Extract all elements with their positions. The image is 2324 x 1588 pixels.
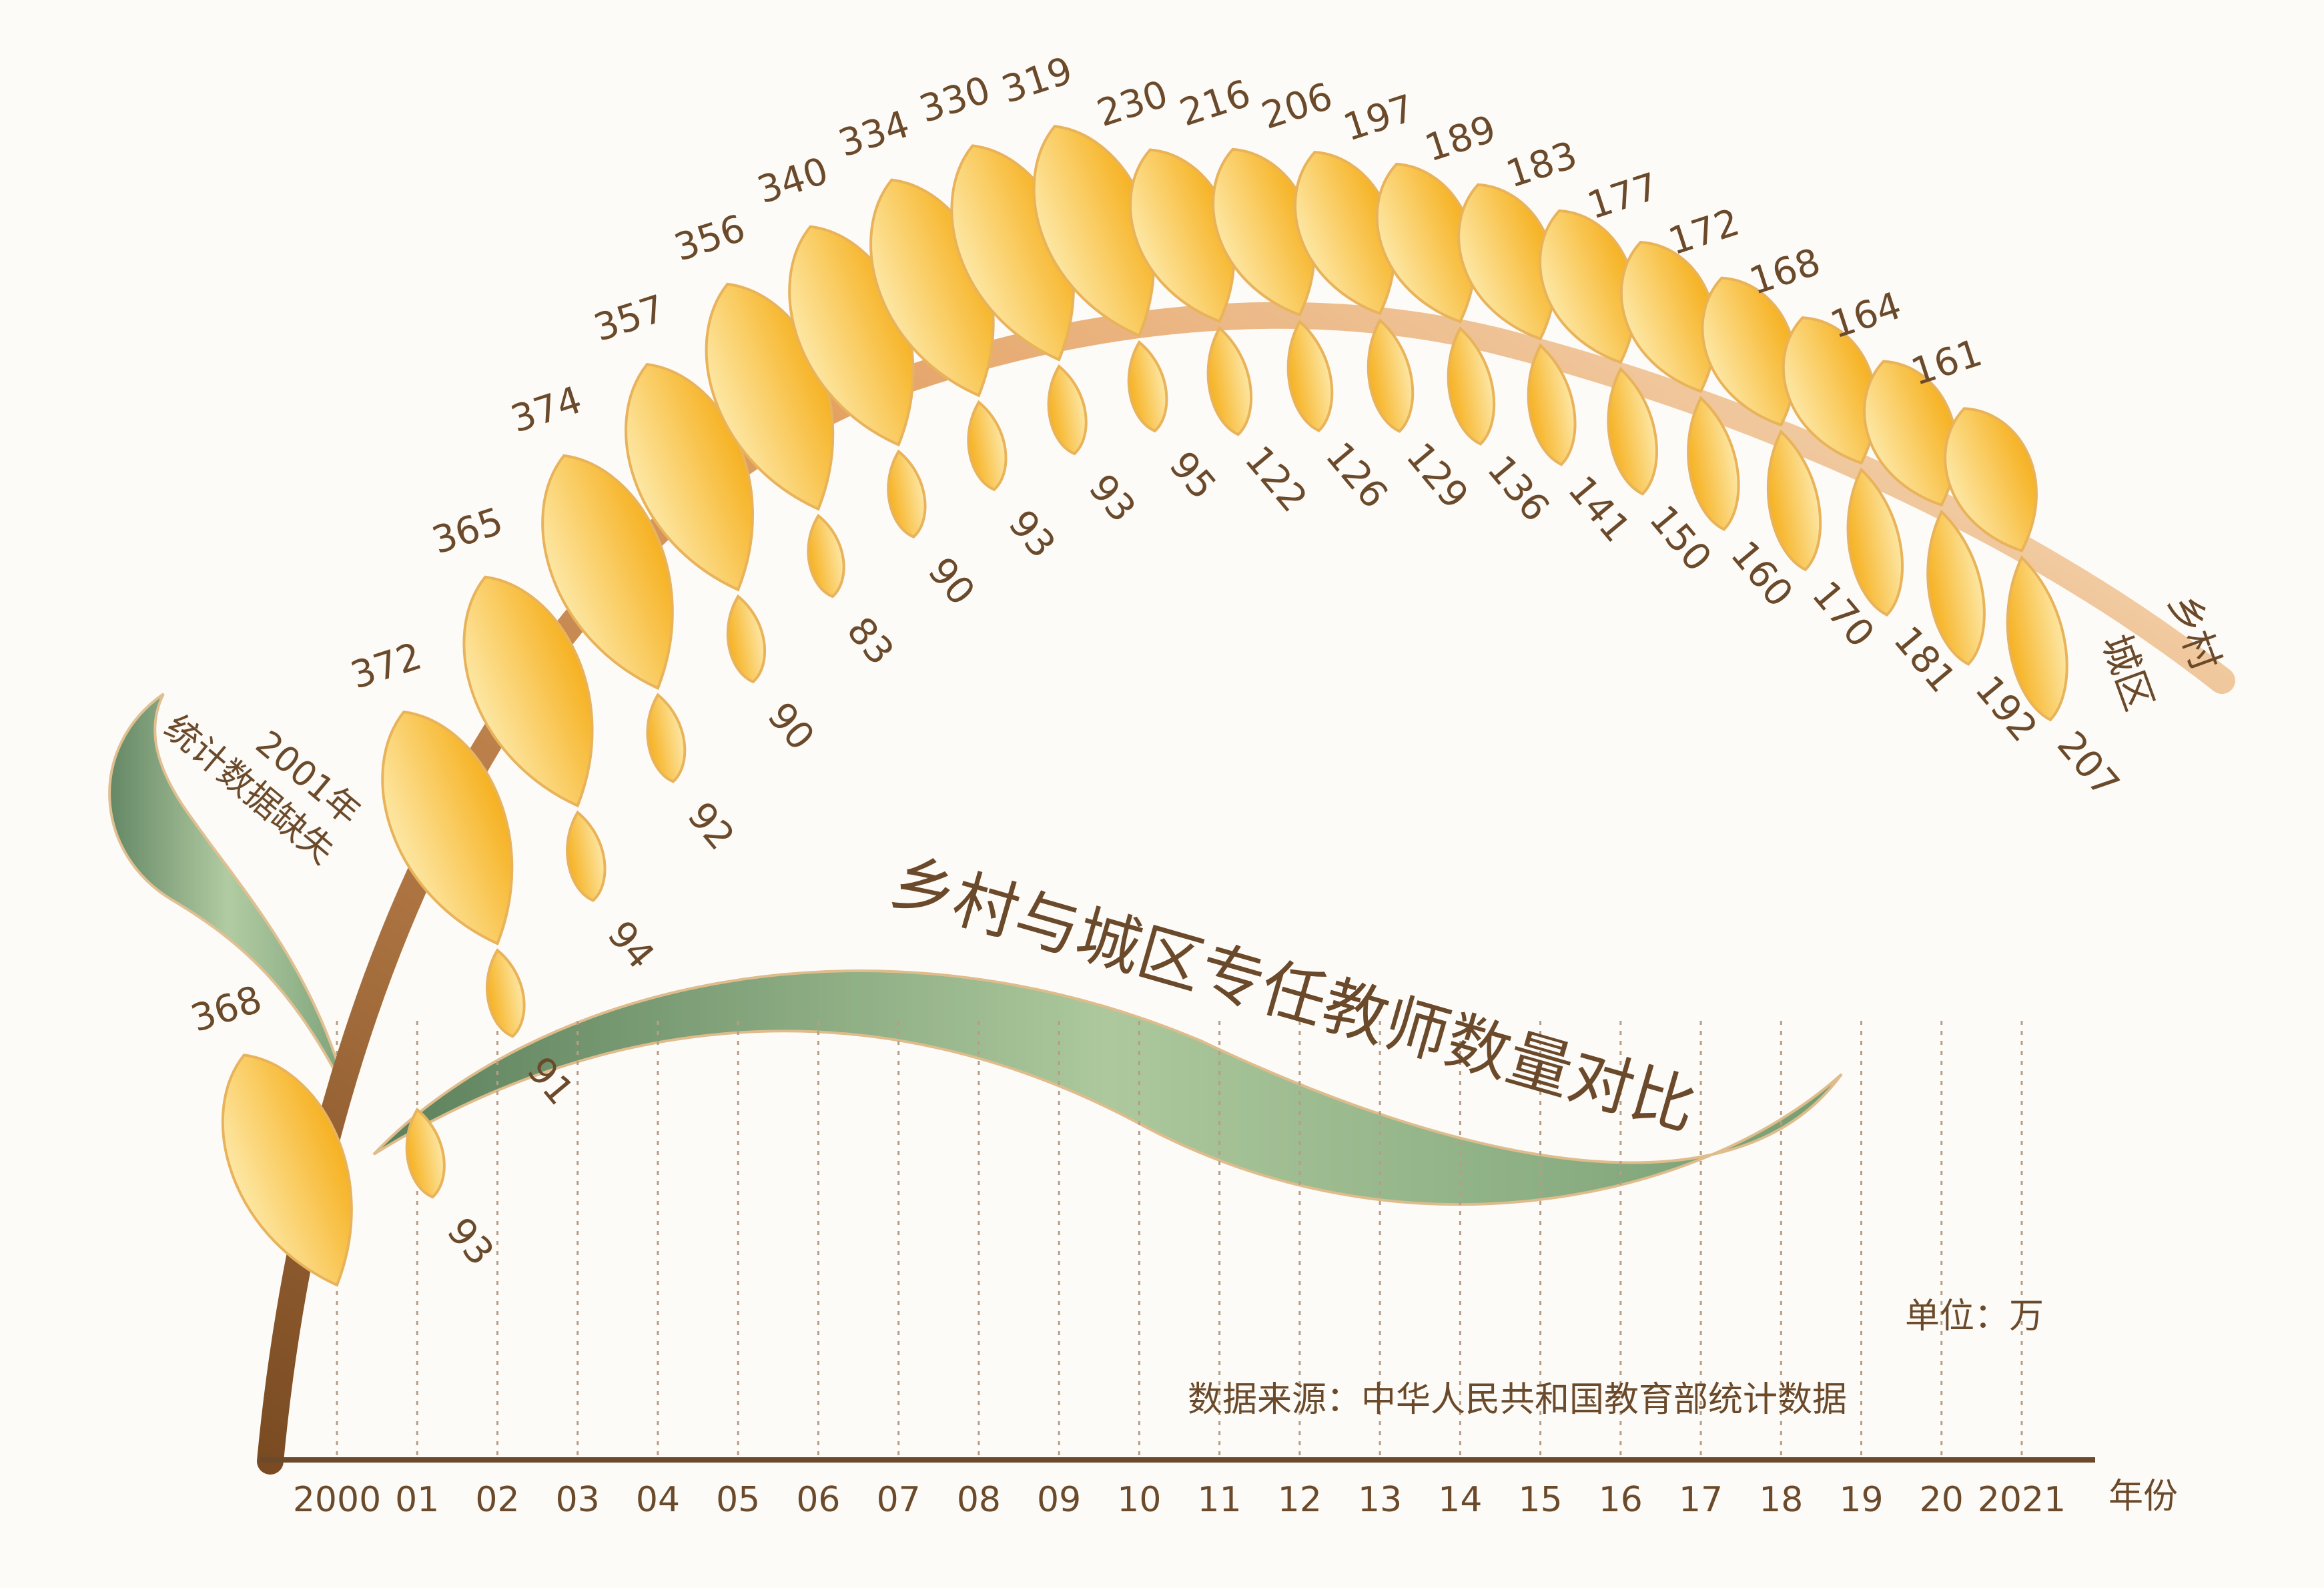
urban-grain <box>1206 326 1253 436</box>
x-tick-label: 06 <box>796 1480 840 1520</box>
urban-grain <box>486 948 526 1038</box>
rural-value-label: 374 <box>506 378 587 442</box>
x-tick-label: 07 <box>877 1480 921 1520</box>
x-tick-label: 11 <box>1198 1480 1242 1520</box>
x-tick-label: 15 <box>1518 1480 1562 1520</box>
x-tick-label: 09 <box>1037 1480 1081 1520</box>
rural-value-label: 168 <box>1744 240 1826 304</box>
rural-value-label: 161 <box>1906 331 1988 394</box>
unit-label: 单位：万 <box>1905 1296 2044 1336</box>
rural-value-label: 230 <box>1092 72 1174 135</box>
urban-grain <box>1127 340 1168 433</box>
urban-value-label: 93 <box>438 1210 502 1274</box>
urban-grain <box>1766 429 1822 572</box>
urban-grain <box>887 449 927 538</box>
rural-value-label: 319 <box>996 49 1078 112</box>
rural-value-label: 340 <box>752 149 833 213</box>
urban-value-label: 129 <box>1398 435 1477 518</box>
rural-value-label: 177 <box>1583 165 1664 228</box>
x-tick-label: 01 <box>395 1480 439 1520</box>
rural-value-label: 172 <box>1663 201 1745 264</box>
x-tick-label: 16 <box>1599 1480 1643 1520</box>
urban-grain <box>1846 467 1904 617</box>
rural-value-label: 356 <box>669 207 751 270</box>
rural-value-label: 365 <box>427 500 508 563</box>
urban-value-label: 93 <box>1080 466 1144 530</box>
rural-value-label: 357 <box>589 287 671 350</box>
x-tick-label: 17 <box>1679 1480 1723 1520</box>
urban-grain <box>566 810 607 902</box>
urban-value-label: 122 <box>1236 438 1316 520</box>
rural-value-label: 330 <box>914 68 996 131</box>
urban-value-label: 83 <box>838 609 902 673</box>
urban-grain <box>807 513 845 599</box>
urban-grain <box>1527 343 1577 466</box>
urban-grain <box>1047 364 1088 456</box>
urban-grain <box>1286 319 1334 432</box>
rural-value-label: 334 <box>833 103 915 166</box>
x-tick-label: 04 <box>636 1480 680 1520</box>
x-tick-label: 14 <box>1438 1480 1482 1520</box>
urban-grain <box>2006 555 2068 722</box>
stem-curve <box>257 302 2235 1475</box>
x-axis-unit: 年份 <box>2108 1477 2178 1517</box>
urban-grain <box>1926 509 1986 666</box>
x-tick-label: 12 <box>1278 1480 1322 1520</box>
urban-value-label: 90 <box>759 695 823 759</box>
urban-grain <box>646 693 687 783</box>
x-tick-label: 05 <box>716 1480 760 1520</box>
rural-grain <box>625 362 754 592</box>
urban-grain <box>726 594 766 684</box>
urban-value-label: 207 <box>2048 723 2128 806</box>
rural-grain <box>221 1054 353 1287</box>
urban-value-label: 90 <box>919 549 984 613</box>
urban-grain <box>1607 366 1658 496</box>
x-axis-ticks: 2000 01 02 03 04 05 06 07 08 09 10 11 12 13 14 15 16 17 18… <box>293 1480 2066 1520</box>
urban-grain <box>1447 326 1496 446</box>
decorative-leaf-long <box>372 969 1843 1206</box>
rural-value-label: 189 <box>1420 107 1501 171</box>
rural-grain <box>381 710 514 945</box>
urban-value-label: 126 <box>1317 434 1397 517</box>
rural-value-label: 368 <box>186 977 268 1041</box>
rural-grain <box>462 575 594 808</box>
year-gridlines <box>336 1021 2023 1458</box>
urban-value-label: 92 <box>679 794 743 858</box>
urban-value-label: 93 <box>1000 502 1064 566</box>
x-tick-label: 08 <box>957 1480 1001 1520</box>
urban-value-label: 95 <box>1160 444 1224 508</box>
rural-grain <box>1944 407 2038 553</box>
x-tick-label: 13 <box>1358 1480 1402 1520</box>
x-tick-label: 2000 <box>293 1480 381 1520</box>
rural-value-label: 197 <box>1338 87 1420 150</box>
x-tick-label: 10 <box>1117 1480 1161 1520</box>
x-tick-label: 2021 <box>1978 1480 2066 1520</box>
rural-grain <box>541 454 674 691</box>
x-tick-label: 18 <box>1759 1480 1803 1520</box>
rural-value-label: 183 <box>1501 133 1583 197</box>
x-tick-label: 19 <box>1839 1480 1883 1520</box>
urban-grain <box>405 1108 446 1199</box>
urban-grain <box>1687 396 1740 531</box>
x-tick-label: 20 <box>1920 1480 1964 1520</box>
rural-value-label: 372 <box>346 635 427 698</box>
rural-value-label: 164 <box>1826 284 1907 348</box>
urban-grain <box>1367 318 1415 433</box>
urban-grain <box>967 400 1008 492</box>
source-label: 数据来源：中华人民共和国教育部统计数据 <box>1188 1380 1847 1420</box>
rural-value-label: 216 <box>1174 72 1256 135</box>
urban-value-label: 94 <box>599 913 663 977</box>
urban-value-label: 136 <box>1479 448 1558 530</box>
x-tick-label: 03 <box>556 1480 600 1520</box>
x-tick-label: 02 <box>475 1480 519 1520</box>
rural-value-label: 206 <box>1256 75 1338 138</box>
